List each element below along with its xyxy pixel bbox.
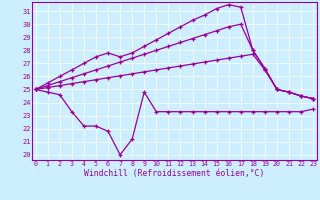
X-axis label: Windchill (Refroidissement éolien,°C): Windchill (Refroidissement éolien,°C): [84, 169, 265, 178]
